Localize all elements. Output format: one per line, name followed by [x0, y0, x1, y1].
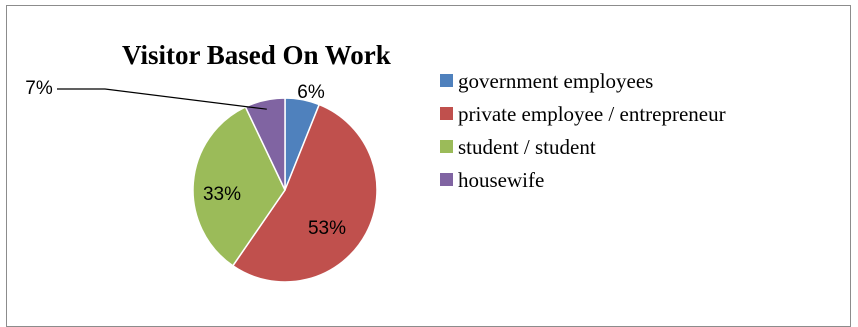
leader-line-housewife [57, 88, 267, 110]
legend-label-private-employee-entrepreneur: private employee / entrepreneur [458, 102, 726, 126]
data-label-housewife: 7% [25, 78, 53, 99]
legend-swatch-housewife [440, 173, 453, 186]
legend-swatch-private-employee-entrepreneur [440, 107, 453, 120]
legend-label-student-student: student / student [458, 135, 596, 159]
pie-slice-private-employee-entrepreneur [231, 103, 378, 283]
data-label-student-student: 33% [203, 184, 241, 205]
pie-slice-student-student [192, 105, 286, 267]
legend-swatch-government-employees [440, 74, 453, 87]
legend-swatch-student-student [440, 140, 453, 153]
chart-frame [6, 5, 851, 327]
legend-label-government-employees: government employees [458, 69, 653, 93]
data-label-private-employee-entrepreneur: 53% [308, 218, 346, 239]
legend-label-housewife: housewife [458, 168, 544, 192]
data-label-government-employees: 6% [297, 82, 325, 103]
chart-title: Visitor Based On Work [122, 40, 391, 70]
